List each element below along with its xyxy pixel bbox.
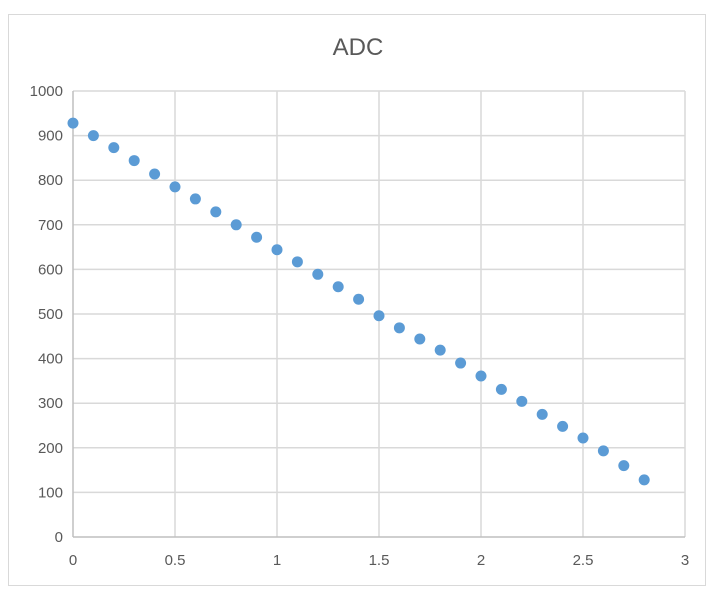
data-point xyxy=(271,244,283,256)
data-point xyxy=(169,181,181,193)
y-tick-label: 300 xyxy=(38,395,63,412)
y-tick-label: 0 xyxy=(55,529,63,546)
data-point xyxy=(251,231,263,243)
y-tick-label: 600 xyxy=(38,261,63,278)
x-tick-label: 1 xyxy=(273,552,281,569)
data-point xyxy=(414,333,426,345)
data-point xyxy=(618,460,630,472)
data-points xyxy=(67,117,650,486)
data-point xyxy=(312,268,324,280)
data-point xyxy=(516,395,528,407)
data-point xyxy=(108,142,120,154)
x-tick-label: 0 xyxy=(69,552,77,569)
x-tick-label: 2 xyxy=(477,552,485,569)
data-point xyxy=(149,168,161,180)
x-tick-label: 2.5 xyxy=(573,552,594,569)
y-tick-label: 400 xyxy=(38,351,63,368)
data-point xyxy=(373,310,385,322)
data-point xyxy=(455,357,467,369)
x-tick-label: 0.5 xyxy=(165,552,186,569)
y-tick-label: 100 xyxy=(38,484,63,501)
chart: ADC 0 100 200 300 400 500 600 700 800 900 1000 0 0.… xyxy=(30,34,690,569)
data-point xyxy=(557,420,569,432)
data-point xyxy=(189,193,201,205)
y-axis-ticks: 0 100 200 300 400 500 600 700 800 900 1000 xyxy=(30,83,63,546)
y-tick-label: 200 xyxy=(38,440,63,457)
data-point xyxy=(638,474,650,486)
axes xyxy=(72,91,685,538)
y-tick-label: 900 xyxy=(38,128,63,145)
y-tick-label: 700 xyxy=(38,217,63,234)
data-point xyxy=(291,256,303,268)
data-point xyxy=(597,445,609,457)
x-axis-ticks: 0 0.5 1 1.5 2 2.5 3 xyxy=(69,552,689,569)
data-point xyxy=(332,281,344,293)
data-point xyxy=(393,322,405,334)
x-tick-label: 3 xyxy=(681,552,689,569)
data-point xyxy=(128,155,140,167)
chart-frame: ADC 0 100 200 300 400 500 600 700 800 900 1000 0 0.… xyxy=(8,14,706,586)
y-tick-label: 1000 xyxy=(30,83,63,100)
y-tick-label: 500 xyxy=(38,306,63,323)
x-tick-label: 1.5 xyxy=(369,552,390,569)
data-point xyxy=(434,344,446,356)
data-point xyxy=(475,370,487,382)
data-point xyxy=(67,117,79,129)
data-point xyxy=(210,206,222,218)
data-point xyxy=(536,408,548,420)
data-point xyxy=(353,293,365,305)
data-point xyxy=(495,383,507,395)
data-point xyxy=(87,130,99,142)
y-tick-label: 800 xyxy=(38,172,63,189)
data-point xyxy=(577,432,589,444)
chart-title: ADC xyxy=(333,34,384,61)
data-point xyxy=(230,219,242,231)
